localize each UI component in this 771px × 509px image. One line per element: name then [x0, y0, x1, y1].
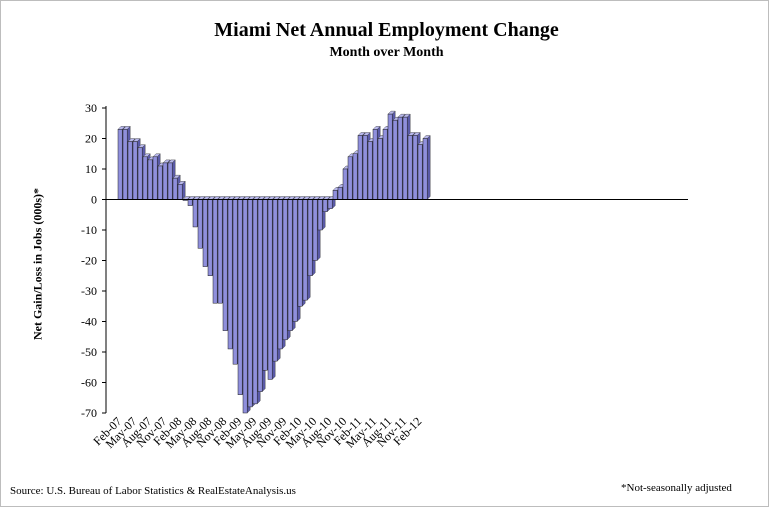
bar-front: [137, 147, 143, 200]
y-tick-label: -60: [81, 376, 97, 390]
bar-front: [362, 135, 368, 200]
bar-front: [147, 159, 153, 200]
source-note: Source: U.S. Bureau of Labor Statistics …: [10, 485, 296, 497]
y-axis: 30 20 10 0 -10 -20 -30 -40 -50 -60 -70: [81, 101, 107, 420]
bar-front: [367, 141, 373, 200]
bar-front: [377, 138, 383, 200]
bar-front: [297, 199, 303, 307]
bar-front: [177, 184, 183, 200]
chart-subtitle: Month over Month: [329, 45, 444, 60]
bar-front: [187, 199, 193, 206]
y-tick-label: 10: [85, 162, 97, 176]
bar-front: [227, 199, 233, 350]
bar-front: [257, 199, 263, 392]
bar-front: [262, 199, 268, 371]
bar-front: [157, 165, 163, 200]
y-tick-label: -20: [81, 254, 97, 268]
bar-front: [117, 129, 123, 200]
bar-front: [282, 199, 288, 341]
bar-front: [247, 199, 253, 408]
bar-front: [162, 162, 168, 200]
bar-front: [152, 156, 158, 200]
y-tick-label: -10: [81, 223, 97, 237]
bars: [117, 110, 431, 414]
bar-front: [322, 199, 328, 212]
bar-front: [277, 199, 283, 350]
bar-front: [342, 168, 348, 200]
bar-front: [317, 199, 323, 231]
bar-front: [312, 199, 318, 261]
bar-front: [357, 135, 363, 200]
bar: [177, 180, 186, 200]
bar-front: [397, 116, 403, 200]
y-tick-label: -30: [81, 284, 97, 298]
bar-front: [267, 199, 273, 380]
x-axis: Feb-07May-07Aug-07Nov-07Feb-08May-08Aug-…: [90, 199, 688, 451]
bar-front: [122, 129, 128, 200]
bar-front: [392, 119, 398, 200]
bar-front: [217, 199, 223, 304]
bar-front: [382, 129, 388, 200]
bar-front: [327, 199, 333, 209]
bar-front: [172, 177, 178, 200]
bar-front: [142, 156, 148, 200]
bar-front: [192, 199, 198, 228]
bar-front: [302, 199, 308, 301]
bar-front: [307, 199, 313, 276]
bar-front: [352, 153, 358, 200]
bar-front: [387, 113, 393, 200]
bar-front: [232, 199, 238, 365]
bar: [422, 135, 431, 200]
seasonal-adjustment-note: *Not-seasonally adjusted: [621, 482, 732, 494]
bar-front: [207, 199, 213, 276]
bar-front: [132, 141, 138, 200]
bar-side: [427, 135, 431, 200]
y-tick-label: -70: [81, 406, 97, 420]
bar-front: [417, 144, 423, 200]
bar-front: [402, 116, 408, 200]
bar-front: [237, 199, 243, 395]
bar-front: [412, 135, 418, 200]
bar-front: [252, 199, 258, 405]
bar-front: [222, 199, 228, 331]
bar-front: [292, 199, 298, 322]
bar-front: [337, 187, 343, 200]
y-tick-label: 30: [85, 101, 97, 115]
bar-front: [202, 199, 208, 267]
bar-front: [372, 129, 378, 200]
bar-front: [332, 190, 338, 200]
y-tick-label: -50: [81, 345, 97, 359]
y-tick-label: 20: [85, 132, 97, 146]
y-tick-label: 0: [91, 193, 97, 207]
bar-front: [242, 199, 248, 414]
bar-front: [197, 199, 203, 249]
bar-front: [347, 156, 353, 200]
y-tick-label: -40: [81, 315, 97, 329]
bar-front: [127, 141, 133, 200]
bar-front: [287, 199, 293, 331]
bar-front: [272, 199, 278, 362]
bar-front: [422, 138, 428, 200]
chart-title: Miami Net Annual Employment Change: [214, 19, 559, 41]
bar-front: [407, 135, 413, 200]
bar-front: [167, 162, 173, 200]
bar-front: [212, 199, 218, 304]
